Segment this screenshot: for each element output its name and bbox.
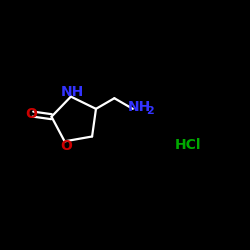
Text: O: O xyxy=(60,139,72,153)
Text: HCl: HCl xyxy=(174,138,201,152)
Text: O: O xyxy=(26,107,38,121)
Text: NH: NH xyxy=(128,100,152,114)
Text: 2: 2 xyxy=(146,106,154,116)
Text: NH: NH xyxy=(60,85,84,99)
